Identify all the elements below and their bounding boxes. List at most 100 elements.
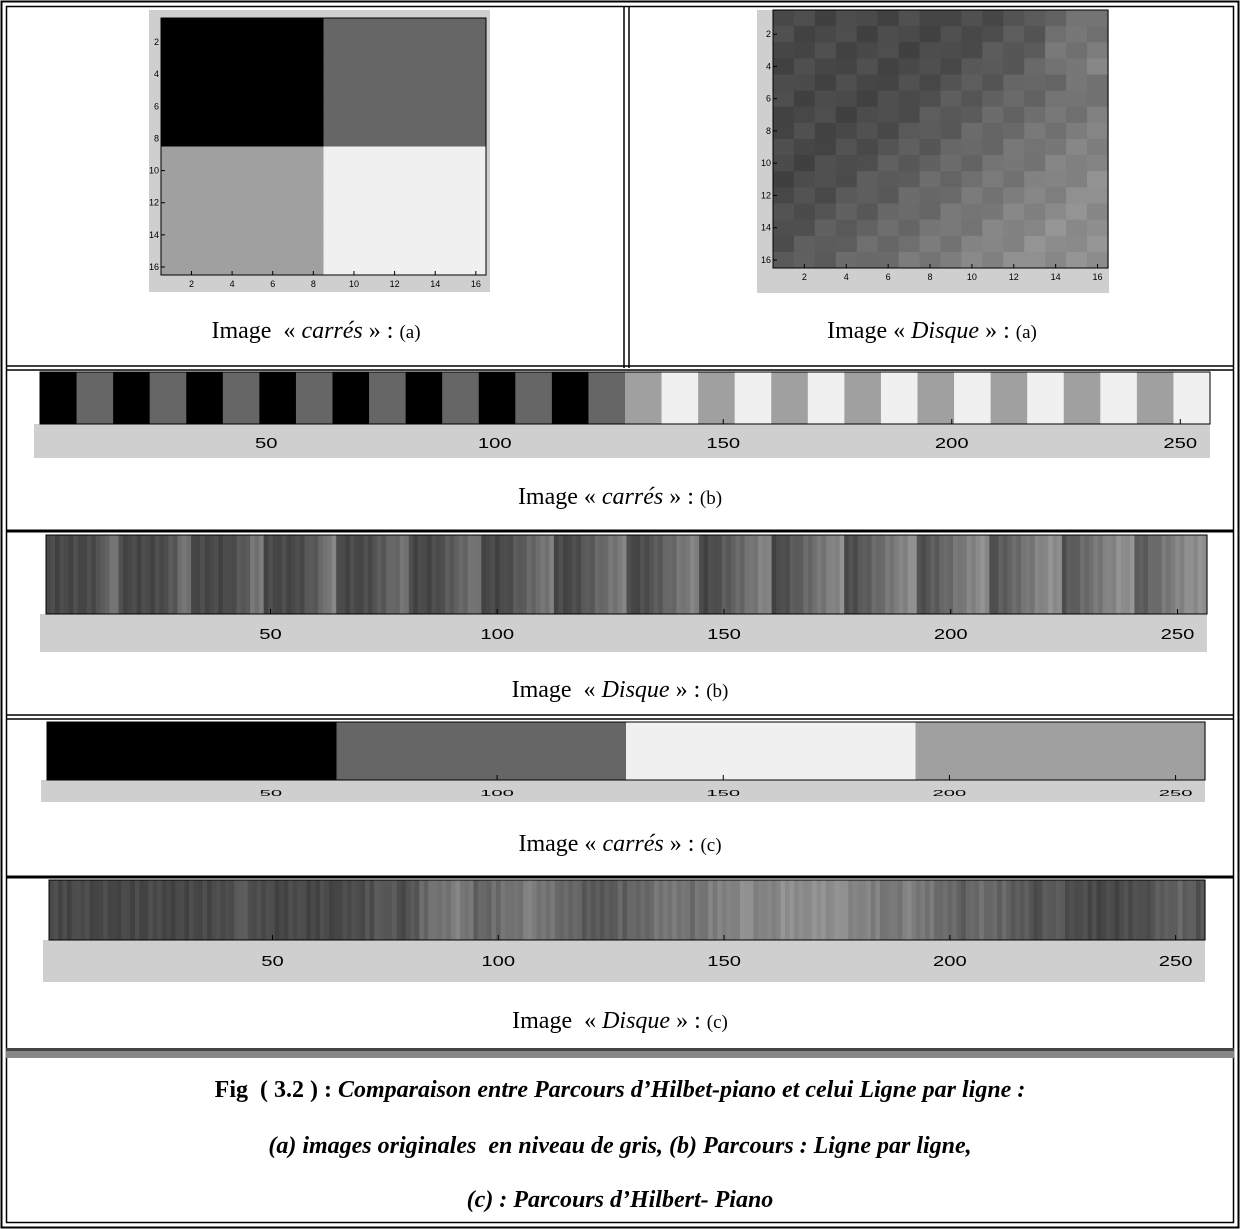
pixel <box>726 372 731 424</box>
pixel <box>858 372 863 424</box>
pixel <box>708 535 713 614</box>
pixel <box>202 98 223 115</box>
pixel <box>232 372 237 424</box>
pixel <box>857 107 878 124</box>
x-tick-label: 200 <box>933 789 967 798</box>
pixel <box>364 195 385 212</box>
caption-name: Disque <box>601 1008 670 1034</box>
pixel <box>324 880 329 940</box>
pixel <box>60 535 65 614</box>
pixel <box>405 259 426 276</box>
pixel <box>1101 880 1106 940</box>
pixel <box>92 722 97 780</box>
pixel <box>776 372 781 424</box>
pixel <box>1137 372 1142 424</box>
caption-text: Image « <box>518 831 602 857</box>
pixel <box>384 179 405 196</box>
pixel <box>840 372 845 424</box>
pixel <box>975 880 980 940</box>
pixel <box>1155 722 1160 780</box>
pixel <box>344 18 365 35</box>
pixel <box>836 204 857 221</box>
pixel <box>79 722 84 780</box>
pixel <box>878 26 899 43</box>
pixel <box>789 722 794 780</box>
pixel <box>332 535 337 614</box>
pixel <box>908 372 913 424</box>
pixel <box>1033 722 1038 780</box>
pixel <box>297 880 302 940</box>
pixel <box>1003 91 1024 108</box>
pixel <box>878 187 899 204</box>
pixel <box>1051 880 1056 940</box>
pixel <box>347 880 352 940</box>
y-tick-label: 8 <box>766 126 771 136</box>
pixel <box>636 880 641 940</box>
pixel <box>261 880 266 940</box>
pixel <box>878 75 899 92</box>
pixel <box>384 18 405 35</box>
pixel <box>1012 535 1017 614</box>
pixel <box>1123 372 1128 424</box>
pixel <box>836 10 857 27</box>
pixel <box>379 880 384 940</box>
pixel <box>811 722 816 780</box>
pixel <box>744 372 749 424</box>
pixel <box>997 722 1002 780</box>
pixel <box>425 243 446 260</box>
pixel <box>324 211 345 228</box>
pixel <box>122 372 127 424</box>
pixel <box>704 880 709 940</box>
pixel <box>836 26 857 43</box>
pixel <box>857 155 878 172</box>
pixel <box>477 722 482 780</box>
x-tick-label: 10 <box>967 272 977 282</box>
pixel <box>1085 535 1090 614</box>
pixel <box>324 98 345 115</box>
pixel <box>110 722 115 780</box>
pixel <box>703 722 708 780</box>
pixel <box>222 82 243 99</box>
pixel <box>445 66 466 83</box>
pixel <box>773 10 794 27</box>
pixel <box>181 18 202 35</box>
pixel <box>242 195 263 212</box>
pixel <box>344 82 365 99</box>
pixel <box>318 722 323 780</box>
pixel <box>436 535 441 614</box>
pixel <box>1151 722 1156 780</box>
pixel <box>599 722 604 780</box>
pixel <box>644 722 649 780</box>
pixel <box>324 179 345 196</box>
pixel <box>344 179 365 196</box>
pixel <box>1036 372 1041 424</box>
x-tick-label: 12 <box>390 279 400 289</box>
pixel <box>758 535 763 614</box>
pixel <box>492 372 497 424</box>
pixel <box>1024 252 1045 269</box>
pixel <box>1024 155 1045 172</box>
pixel <box>1124 880 1129 940</box>
pixel <box>445 50 466 67</box>
pixel <box>977 372 982 424</box>
pixel <box>202 34 223 51</box>
pixel <box>1045 171 1066 188</box>
pixel <box>1106 880 1111 940</box>
pixel <box>384 227 405 244</box>
pixel <box>632 880 637 940</box>
pixel <box>250 372 255 424</box>
pixel <box>854 372 859 424</box>
pixel <box>514 880 519 940</box>
pixel <box>181 50 202 67</box>
pixel <box>425 18 446 35</box>
pixel <box>1137 880 1142 940</box>
pixel <box>690 535 695 614</box>
panel-caption: Image « Disque » : (c) <box>512 1008 728 1034</box>
pixel <box>64 535 69 614</box>
pixel <box>666 372 671 424</box>
pixel <box>387 372 392 424</box>
pixel <box>1125 535 1130 614</box>
x-tick-label: 16 <box>1093 272 1103 282</box>
pixel <box>1144 535 1149 614</box>
pixel <box>836 155 857 172</box>
